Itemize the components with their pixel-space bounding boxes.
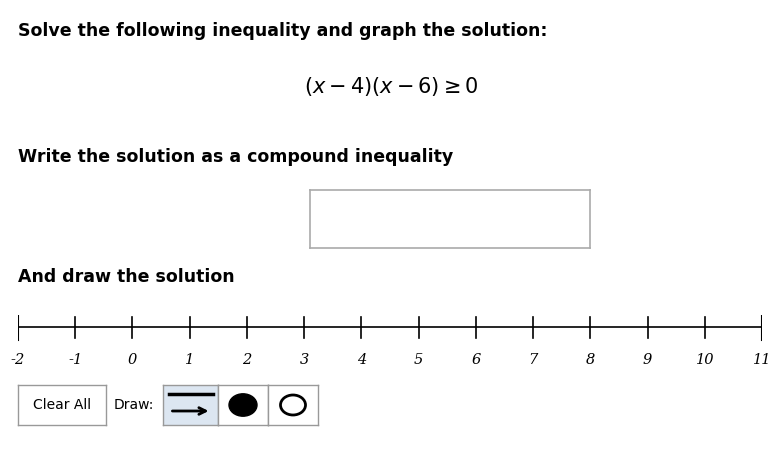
Text: $(x - 4)(x - 6) \geq 0$: $(x - 4)(x - 6) \geq 0$ [303, 75, 479, 98]
Text: Solve the following inequality and graph the solution:: Solve the following inequality and graph… [18, 22, 547, 40]
Text: Clear All: Clear All [33, 398, 91, 412]
Text: And draw the solution: And draw the solution [18, 268, 235, 286]
Text: Write the solution as a compound inequality: Write the solution as a compound inequal… [18, 148, 454, 166]
Text: Draw:: Draw: [114, 398, 154, 412]
Circle shape [229, 394, 257, 416]
